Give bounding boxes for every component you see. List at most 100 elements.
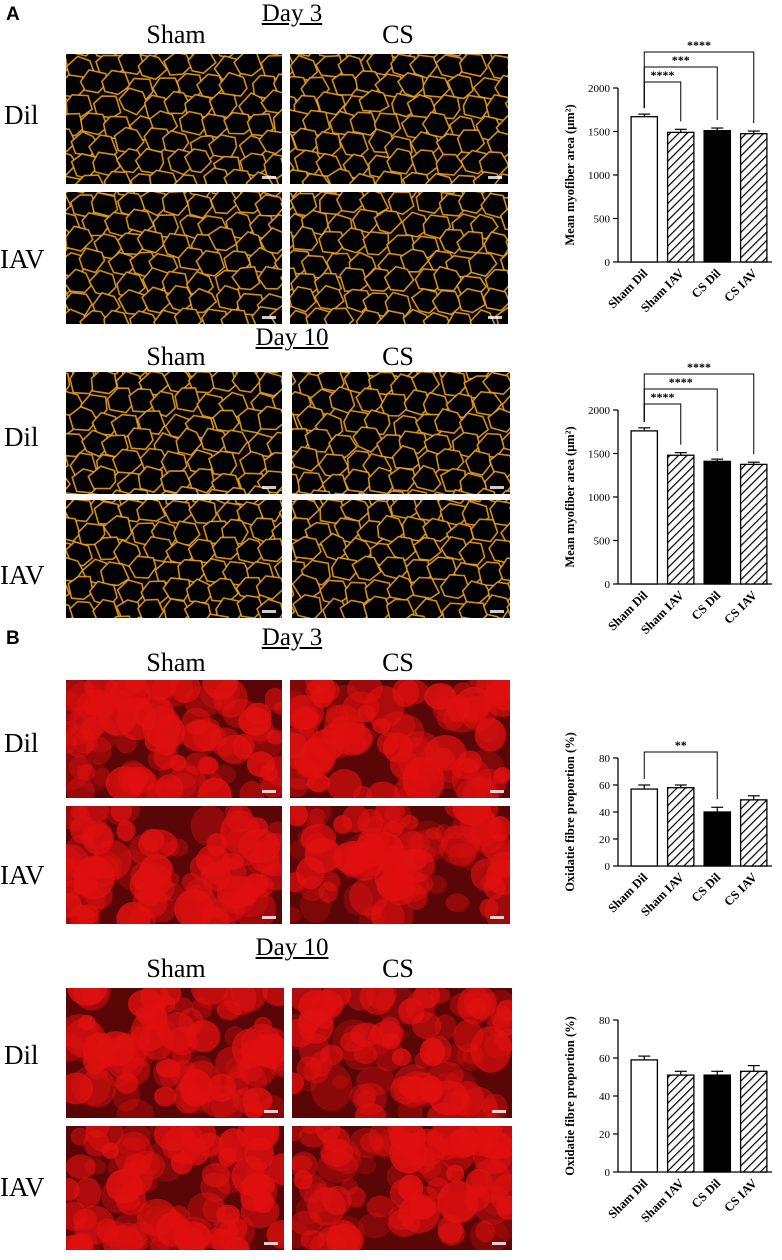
x-tick-label: CS Dil xyxy=(689,870,724,905)
micrograph-image xyxy=(290,54,508,184)
micrograph-image xyxy=(66,806,282,924)
row-label-dil: Dil xyxy=(4,1040,39,1070)
panel-letter-b: B xyxy=(6,628,20,649)
column-label-cs: CS xyxy=(382,954,414,983)
y-axis-label: Mean myofiber area (μm²) xyxy=(563,104,577,245)
bar xyxy=(739,133,768,263)
significance-label: **** xyxy=(687,38,711,52)
day-label: Day 10 xyxy=(255,934,329,961)
micrograph-image xyxy=(292,500,510,618)
day-label: Day 10 xyxy=(255,324,329,351)
x-tick-label: CS IAV xyxy=(721,1176,759,1214)
micrograph-image xyxy=(66,54,282,184)
significance-bracket xyxy=(643,751,718,800)
bar xyxy=(739,799,768,867)
significance-label: **** xyxy=(651,68,675,82)
significance-bracket xyxy=(643,373,755,455)
micrograph-image xyxy=(290,806,510,924)
chart-svg: 0 500 1000 1500 2000 Mean myofiber area (μm²)… xyxy=(563,38,772,315)
column-label-sham: Sham xyxy=(146,20,206,49)
significance-label: **** xyxy=(669,375,693,389)
y-tick-label: 1000 xyxy=(588,492,611,504)
y-axis-label: Mean myofiber area (μm²) xyxy=(563,426,577,567)
row-label-iav: IAV xyxy=(0,560,45,590)
y-tick-label: 60 xyxy=(599,1053,611,1065)
row-label-iav: IAV xyxy=(0,1172,45,1202)
bar-chart: 0 20 40 60 80 Oxidatie fibre proportion (%) Sh… xyxy=(552,1006,780,1240)
bar xyxy=(630,116,659,263)
y-tick-label: 20 xyxy=(599,834,611,846)
y-tick-label: 500 xyxy=(594,536,611,548)
bar xyxy=(703,129,732,263)
bar xyxy=(703,811,732,867)
x-tick-label: CS Dil xyxy=(689,1176,724,1211)
y-tick-label: 2000 xyxy=(588,405,611,417)
y-axis-label: Oxidatie fibre proportion (%) xyxy=(563,1016,577,1176)
chart-svg: 0 500 1000 1500 2000 Mean myofiber area (μm²)… xyxy=(563,360,772,637)
y-tick-label: 60 xyxy=(599,780,611,792)
column-label-sham: Sham xyxy=(146,648,206,677)
significance-label: ** xyxy=(675,738,687,752)
y-tick-label: 500 xyxy=(594,214,611,226)
bar xyxy=(703,1074,732,1173)
y-tick-label: 40 xyxy=(599,1091,611,1103)
bar xyxy=(739,463,768,585)
x-tick-label: CS IAV xyxy=(721,266,759,304)
bar xyxy=(703,460,732,585)
y-tick-label: 0 xyxy=(605,861,611,873)
micrograph-image xyxy=(66,680,282,798)
row-label-iav: IAV xyxy=(0,244,45,274)
column-label-sham: Sham xyxy=(146,954,206,983)
y-tick-label: 20 xyxy=(599,1129,611,1141)
column-label-sham: Sham xyxy=(146,342,206,371)
row-label-dil: Dil xyxy=(4,100,39,130)
y-tick-label: 1500 xyxy=(588,127,611,139)
y-tick-label: 1000 xyxy=(588,170,611,182)
bar xyxy=(630,430,659,585)
x-tick-label: CS Dil xyxy=(689,266,724,301)
column-label-cs: CS xyxy=(382,20,414,49)
significance-label: *** xyxy=(672,53,690,67)
y-tick-label: 80 xyxy=(599,1015,611,1027)
micrograph-image xyxy=(66,1126,284,1250)
y-tick-label: 40 xyxy=(599,807,611,819)
bar-chart: 0 500 1000 1500 2000 Mean myofiber area (μm²)… xyxy=(552,352,780,652)
x-tick-label: CS Dil xyxy=(689,588,724,623)
y-tick-label: 80 xyxy=(599,753,611,765)
micrograph-image xyxy=(66,988,284,1118)
micrograph-image xyxy=(292,372,510,494)
column-label-cs: CS xyxy=(382,648,414,677)
bar-chart: 0 20 40 60 80 Oxidatie fibre proportion (%) Sh… xyxy=(552,700,780,934)
y-tick-label: 2000 xyxy=(588,83,611,95)
significance-bracket xyxy=(643,51,755,124)
bar xyxy=(666,454,695,585)
micrograph-image xyxy=(66,372,282,494)
row-label-dil: Dil xyxy=(4,728,39,758)
bar xyxy=(666,131,695,263)
x-tick-label: CS IAV xyxy=(721,870,759,908)
row-label-iav: IAV xyxy=(0,860,45,890)
day-label: Day 3 xyxy=(261,624,323,651)
bar xyxy=(666,787,695,867)
row-label-dil: Dil xyxy=(4,422,39,452)
micrograph-image xyxy=(290,192,508,324)
panel-letter-a: A xyxy=(6,4,20,25)
significance-label: **** xyxy=(651,390,675,404)
y-tick-label: 0 xyxy=(605,257,611,269)
column-label-cs: CS xyxy=(382,342,414,371)
micrograph-image xyxy=(66,192,282,324)
micrograph-image xyxy=(66,500,282,618)
bar xyxy=(630,1059,659,1173)
y-tick-label: 0 xyxy=(605,579,611,591)
micrograph-image xyxy=(292,1126,512,1250)
y-tick-label: 0 xyxy=(605,1167,611,1179)
bar xyxy=(739,1070,768,1173)
y-tick-label: 1500 xyxy=(588,449,611,461)
significance-bracket xyxy=(643,81,682,122)
y-axis-label: Oxidatie fibre proportion (%) xyxy=(563,732,577,892)
x-tick-label: CS IAV xyxy=(721,588,759,626)
bar-chart: 0 500 1000 1500 2000 Mean myofiber area (μm²)… xyxy=(552,30,780,330)
micrograph-image xyxy=(290,680,510,798)
